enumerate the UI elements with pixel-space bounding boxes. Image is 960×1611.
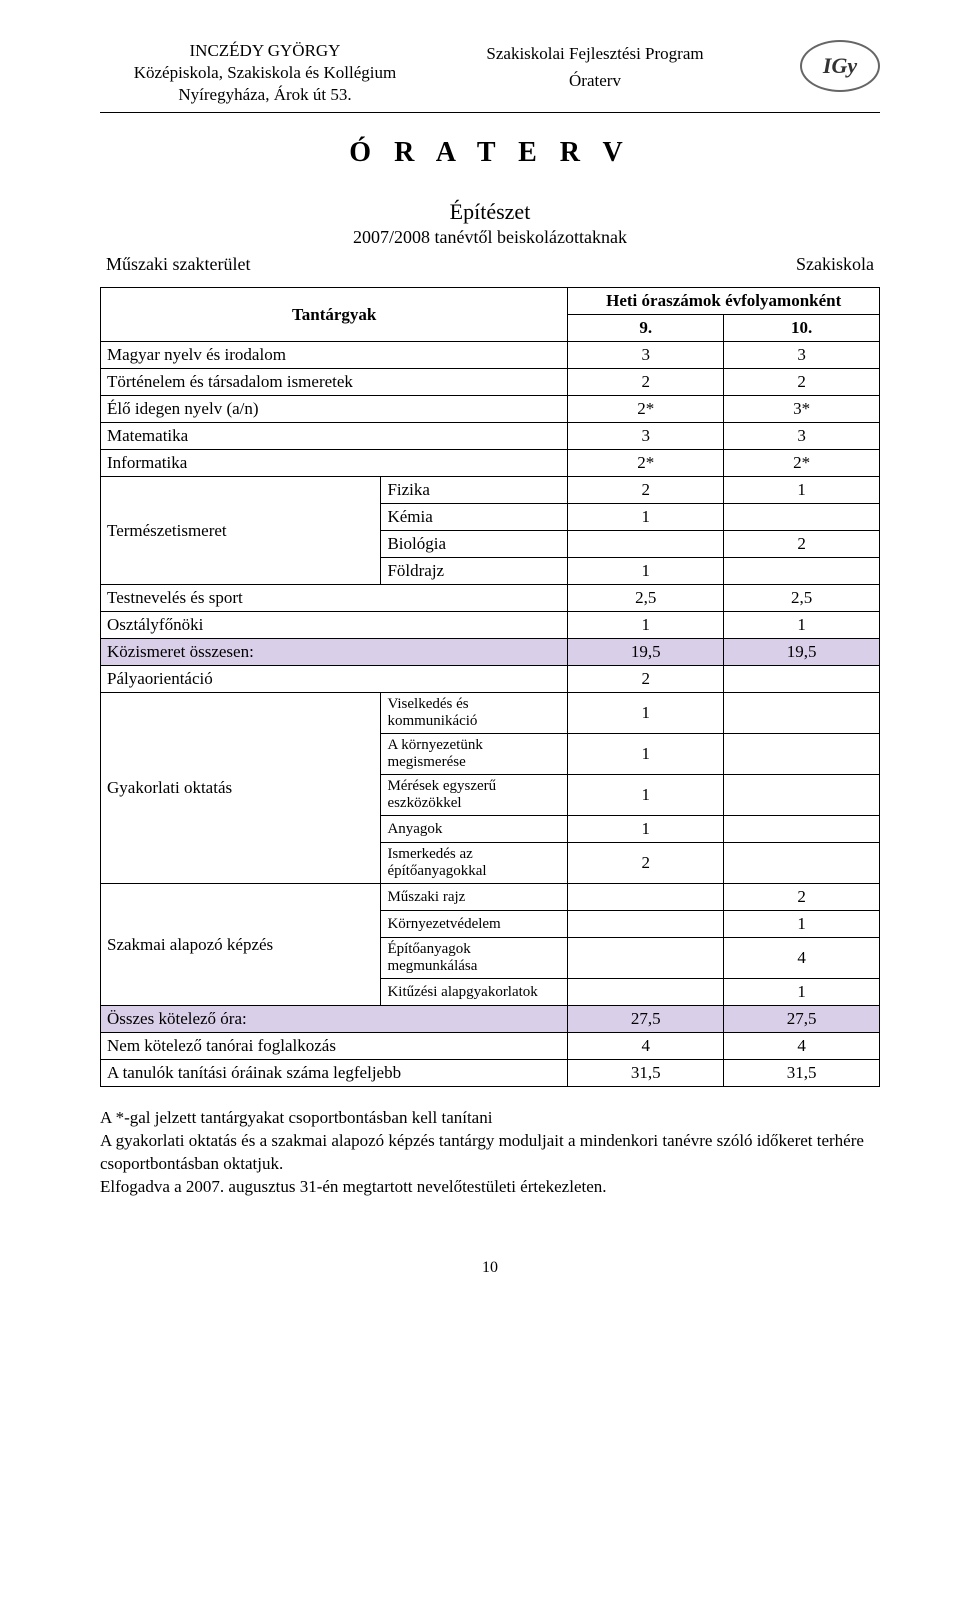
school-name-1: INCZÉDY GYÖRGY [100, 40, 430, 62]
table-row: Matematika 3 3 [101, 423, 880, 450]
note-line: A *-gal jelzett tantárgyakat csoportbont… [100, 1107, 880, 1130]
meta-row: Műszaki szakterület Szakiskola [100, 254, 880, 275]
school-logo-icon [800, 40, 880, 92]
table-row: Nem kötelező tanórai foglalkozás 4 4 [101, 1033, 880, 1060]
page-number: 10 [100, 1259, 880, 1277]
nat-science-label: Természetismeret [101, 477, 381, 585]
table-row-highlight: Összes kötelező óra: 27,5 27,5 [101, 1006, 880, 1033]
header-divider [100, 112, 880, 113]
document-header: INCZÉDY GYÖRGY Középiskola, Szakiskola é… [100, 40, 880, 106]
curriculum-table: Tantárgyak Heti óraszámok évfolyamonként… [100, 287, 880, 1087]
program-line-1: Szakiskolai Fejlesztési Program [430, 40, 760, 67]
practical-label: Gyakorlati oktatás [101, 693, 381, 884]
table-row: Élő idegen nyelv (a/n) 2* 3* [101, 396, 880, 423]
school-name-2: Középiskola, Szakiskola és Kollégium [100, 62, 430, 84]
table-row: Testnevelés és sport 2,5 2,5 [101, 585, 880, 612]
school-block: INCZÉDY GYÖRGY Középiskola, Szakiskola é… [100, 40, 430, 106]
table-row: Természetismeret Fizika 2 1 [101, 477, 880, 504]
subtitle: Építészet [100, 199, 880, 225]
school-name-3: Nyíregyháza, Árok út 53. [100, 84, 430, 106]
meta-right: Szakiskola [796, 254, 874, 275]
logo-block [760, 40, 880, 97]
table-row: Gyakorlati oktatás Viselkedés és kommuni… [101, 693, 880, 734]
program-line-2: Óraterv [430, 67, 760, 94]
program-block: Szakiskolai Fejlesztési Program Óraterv [430, 40, 760, 94]
page-title: Ó R A T E R V [100, 137, 880, 169]
table-row: Informatika 2* 2* [101, 450, 880, 477]
notes-block: A *-gal jelzett tantárgyakat csoportbont… [100, 1107, 880, 1199]
th-grade9: 9. [568, 315, 724, 342]
th-weekly: Heti óraszámok évfolyamonként [568, 288, 880, 315]
table-row: Pályaorientáció 2 [101, 666, 880, 693]
th-subjects: Tantárgyak [101, 288, 568, 342]
table-row: Magyar nyelv és irodalom 3 3 [101, 342, 880, 369]
th-grade10: 10. [724, 315, 880, 342]
note-line: Elfogadva a 2007. augusztus 31-én megtar… [100, 1176, 880, 1199]
table-row: A tanulók tanítási óráinak száma legfelj… [101, 1060, 880, 1087]
table-row: Történelem és társadalom ismeretek 2 2 [101, 369, 880, 396]
table-row: Osztályfőnöki 1 1 [101, 612, 880, 639]
subline: 2007/2008 tanévtől beiskolázottaknak [100, 227, 880, 248]
note-line: A gyakorlati oktatás és a szakmai alapoz… [100, 1130, 880, 1176]
table-row: Szakmai alapozó képzés Műszaki rajz 2 [101, 884, 880, 911]
vocational-label: Szakmai alapozó képzés [101, 884, 381, 1006]
meta-left: Műszaki szakterület [106, 254, 250, 275]
table-row-highlight: Közismeret összesen: 19,5 19,5 [101, 639, 880, 666]
